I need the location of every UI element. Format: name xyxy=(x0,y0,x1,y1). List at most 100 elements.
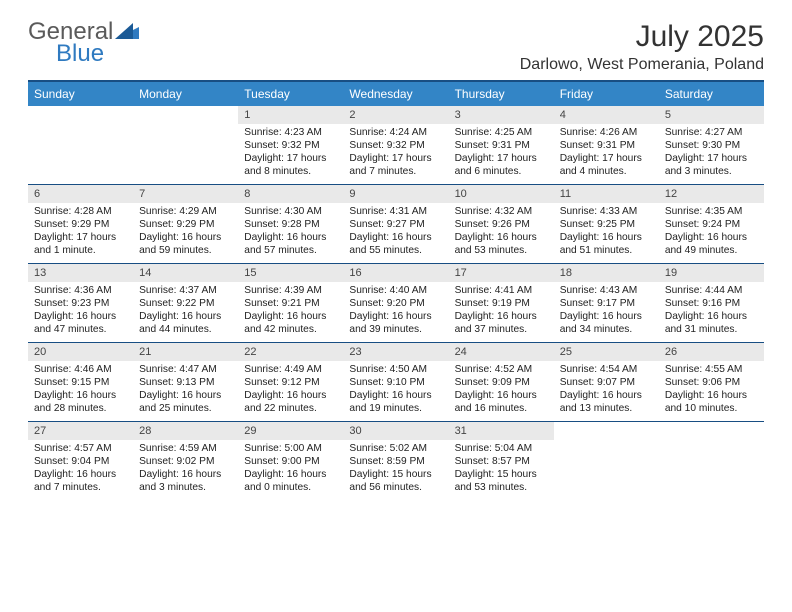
day-number: 13 xyxy=(28,264,133,282)
day-text: Sunrise: 4:36 AMSunset: 9:23 PMDaylight:… xyxy=(28,282,133,340)
day-line: Sunset: 9:32 PM xyxy=(244,139,337,152)
day-line: Sunset: 9:16 PM xyxy=(665,297,758,310)
day-line: Sunrise: 4:54 AM xyxy=(560,363,653,376)
day-line: Daylight: 17 hours xyxy=(34,231,127,244)
day-line: Sunset: 9:20 PM xyxy=(349,297,442,310)
day-text: Sunrise: 4:29 AMSunset: 9:29 PMDaylight:… xyxy=(133,203,238,261)
day-line: Sunrise: 4:36 AM xyxy=(34,284,127,297)
day-line: Sunset: 9:24 PM xyxy=(665,218,758,231)
day-text: Sunrise: 4:24 AMSunset: 9:32 PMDaylight:… xyxy=(343,124,448,182)
day-line: Sunset: 9:10 PM xyxy=(349,376,442,389)
day-number: 18 xyxy=(554,264,659,282)
day-line: Daylight: 16 hours xyxy=(455,389,548,402)
day-line: Daylight: 16 hours xyxy=(665,389,758,402)
day-line: Sunrise: 4:23 AM xyxy=(244,126,337,139)
weeks-container: 1Sunrise: 4:23 AMSunset: 9:32 PMDaylight… xyxy=(28,106,764,500)
day-number: 16 xyxy=(343,264,448,282)
day-line: Sunrise: 5:00 AM xyxy=(244,442,337,455)
day-line: Daylight: 16 hours xyxy=(139,389,232,402)
day-line: Daylight: 17 hours xyxy=(665,152,758,165)
day-text: Sunrise: 4:49 AMSunset: 9:12 PMDaylight:… xyxy=(238,361,343,419)
day-line: and 25 minutes. xyxy=(139,402,232,415)
day-line: and 55 minutes. xyxy=(349,244,442,257)
day-number xyxy=(554,422,659,440)
day-text: Sunrise: 4:23 AMSunset: 9:32 PMDaylight:… xyxy=(238,124,343,182)
day-line: Sunset: 9:27 PM xyxy=(349,218,442,231)
day-cell: 4Sunrise: 4:26 AMSunset: 9:31 PMDaylight… xyxy=(554,106,659,184)
day-text: Sunrise: 4:33 AMSunset: 9:25 PMDaylight:… xyxy=(554,203,659,261)
day-line: and 1 minute. xyxy=(34,244,127,257)
day-line: Sunset: 9:23 PM xyxy=(34,297,127,310)
day-number: 29 xyxy=(238,422,343,440)
day-line: Daylight: 17 hours xyxy=(349,152,442,165)
weekday-col: Wednesday xyxy=(343,82,448,106)
day-line: Sunrise: 4:52 AM xyxy=(455,363,548,376)
day-line: and 59 minutes. xyxy=(139,244,232,257)
day-cell: 13Sunrise: 4:36 AMSunset: 9:23 PMDayligh… xyxy=(28,264,133,342)
day-text: Sunrise: 4:32 AMSunset: 9:26 PMDaylight:… xyxy=(449,203,554,261)
day-line: Sunrise: 4:57 AM xyxy=(34,442,127,455)
day-number: 25 xyxy=(554,343,659,361)
day-line: Sunset: 9:07 PM xyxy=(560,376,653,389)
day-line: Sunset: 9:25 PM xyxy=(560,218,653,231)
day-text: Sunrise: 5:04 AMSunset: 8:57 PMDaylight:… xyxy=(449,440,554,498)
week-row: 20Sunrise: 4:46 AMSunset: 9:15 PMDayligh… xyxy=(28,342,764,421)
day-line: Sunrise: 4:50 AM xyxy=(349,363,442,376)
day-line: Sunrise: 4:59 AM xyxy=(139,442,232,455)
day-line: and 16 minutes. xyxy=(455,402,548,415)
day-line: Sunrise: 4:37 AM xyxy=(139,284,232,297)
day-cell: 29Sunrise: 5:00 AMSunset: 9:00 PMDayligh… xyxy=(238,422,343,500)
day-line: Daylight: 16 hours xyxy=(34,389,127,402)
day-line: Sunset: 9:22 PM xyxy=(139,297,232,310)
day-line: and 0 minutes. xyxy=(244,481,337,494)
day-line: and 6 minutes. xyxy=(455,165,548,178)
day-cell: 15Sunrise: 4:39 AMSunset: 9:21 PMDayligh… xyxy=(238,264,343,342)
day-number: 10 xyxy=(449,185,554,203)
day-number: 12 xyxy=(659,185,764,203)
day-cell: 28Sunrise: 4:59 AMSunset: 9:02 PMDayligh… xyxy=(133,422,238,500)
day-text: Sunrise: 4:57 AMSunset: 9:04 PMDaylight:… xyxy=(28,440,133,498)
day-line: and 34 minutes. xyxy=(560,323,653,336)
day-line: Daylight: 17 hours xyxy=(560,152,653,165)
day-line: Sunset: 8:57 PM xyxy=(455,455,548,468)
day-text: Sunrise: 4:39 AMSunset: 9:21 PMDaylight:… xyxy=(238,282,343,340)
day-line: Daylight: 16 hours xyxy=(34,310,127,323)
weekday-col: Sunday xyxy=(28,82,133,106)
day-line: and 51 minutes. xyxy=(560,244,653,257)
day-number: 11 xyxy=(554,185,659,203)
day-line: Sunset: 9:19 PM xyxy=(455,297,548,310)
day-line: Sunset: 9:12 PM xyxy=(244,376,337,389)
day-line: and 19 minutes. xyxy=(349,402,442,415)
day-line: Sunset: 9:13 PM xyxy=(139,376,232,389)
day-text: Sunrise: 4:52 AMSunset: 9:09 PMDaylight:… xyxy=(449,361,554,419)
day-text: Sunrise: 4:50 AMSunset: 9:10 PMDaylight:… xyxy=(343,361,448,419)
day-line: Sunrise: 4:35 AM xyxy=(665,205,758,218)
day-line: Daylight: 16 hours xyxy=(349,389,442,402)
title-block: July 2025 Darlowo, West Pomerania, Polan… xyxy=(520,20,764,74)
day-cell: 14Sunrise: 4:37 AMSunset: 9:22 PMDayligh… xyxy=(133,264,238,342)
day-text: Sunrise: 4:47 AMSunset: 9:13 PMDaylight:… xyxy=(133,361,238,419)
brand-logo: General Blue xyxy=(28,20,139,68)
day-line: Sunset: 9:29 PM xyxy=(34,218,127,231)
day-number xyxy=(28,106,133,124)
weekday-col: Friday xyxy=(554,82,659,106)
day-cell: 25Sunrise: 4:54 AMSunset: 9:07 PMDayligh… xyxy=(554,343,659,421)
day-line: Sunrise: 4:44 AM xyxy=(665,284,758,297)
day-line: Sunrise: 4:28 AM xyxy=(34,205,127,218)
week-row: 1Sunrise: 4:23 AMSunset: 9:32 PMDaylight… xyxy=(28,106,764,184)
day-line: and 10 minutes. xyxy=(665,402,758,415)
day-number: 2 xyxy=(343,106,448,124)
day-cell: 24Sunrise: 4:52 AMSunset: 9:09 PMDayligh… xyxy=(449,343,554,421)
calendar-grid: Sunday Monday Tuesday Wednesday Thursday… xyxy=(28,80,764,500)
day-number: 9 xyxy=(343,185,448,203)
day-line: Daylight: 16 hours xyxy=(349,231,442,244)
day-cell: 11Sunrise: 4:33 AMSunset: 9:25 PMDayligh… xyxy=(554,185,659,263)
day-line: Daylight: 16 hours xyxy=(455,310,548,323)
day-line: Sunrise: 4:26 AM xyxy=(560,126,653,139)
weekday-col: Thursday xyxy=(449,82,554,106)
day-line: Sunrise: 4:31 AM xyxy=(349,205,442,218)
day-line: Daylight: 16 hours xyxy=(139,310,232,323)
day-line: Daylight: 16 hours xyxy=(560,310,653,323)
day-line: Sunset: 9:17 PM xyxy=(560,297,653,310)
day-text: Sunrise: 4:55 AMSunset: 9:06 PMDaylight:… xyxy=(659,361,764,419)
